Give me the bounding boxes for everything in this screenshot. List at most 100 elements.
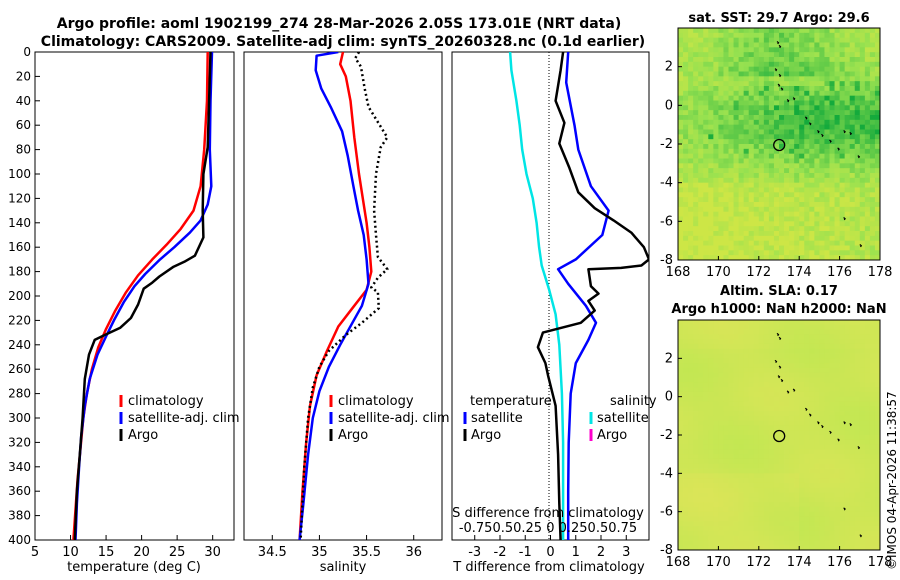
heatmap-cell	[864, 435, 871, 441]
heatmap-cell	[753, 90, 760, 97]
heatmap-cell	[829, 100, 835, 106]
heatmap-cell	[874, 110, 880, 116]
heatmap-cell	[733, 473, 739, 479]
heatmap-cell	[819, 52, 825, 58]
heatmap-cell	[703, 497, 709, 503]
heatmap-cell	[819, 521, 825, 527]
heatmap-cell	[824, 221, 830, 227]
heatmap-cell	[703, 334, 709, 340]
heatmap-cell	[728, 255, 734, 260]
heatmap-cell	[794, 148, 800, 155]
heatmap-cell	[713, 81, 719, 87]
heatmap-cell	[824, 105, 830, 111]
heatmap-cell	[683, 329, 689, 335]
heatmap-cell	[693, 506, 699, 513]
heatmap-cell	[713, 540, 719, 546]
heatmap-cell	[718, 511, 724, 517]
heatmap-cell	[728, 454, 734, 460]
heatmap-cell	[763, 226, 770, 232]
heatmap-cell	[753, 100, 760, 106]
heatmap-cell	[683, 168, 689, 174]
heatmap-cell	[718, 353, 724, 359]
heatmap-cell	[854, 478, 861, 484]
heatmap-cell	[849, 367, 856, 374]
heatmap-cell	[763, 473, 770, 479]
heatmap-cell	[718, 487, 724, 493]
heatmap-cell	[738, 177, 745, 184]
heatmap-cell	[849, 245, 856, 251]
heatmap-cell	[789, 255, 795, 260]
heatmap-cell	[728, 148, 734, 155]
heatmap-cell	[693, 86, 699, 92]
heatmap-cell	[703, 124, 709, 130]
heatmap-cell	[829, 32, 835, 39]
heatmap-cell	[768, 221, 775, 227]
heatmap-cell	[844, 129, 851, 135]
heatmap-cell	[678, 231, 684, 237]
heatmap-cell	[758, 391, 765, 398]
heatmap-cell	[763, 250, 770, 256]
heatmap-cell	[794, 32, 800, 39]
heatmap-cell	[789, 420, 795, 426]
heatmap-cell	[763, 110, 770, 116]
heatmap-cell	[784, 449, 790, 455]
heatmap-cell	[824, 153, 830, 159]
heatmap-cell	[869, 439, 876, 445]
heatmap-cell	[854, 245, 861, 251]
heatmap-cell	[829, 343, 835, 350]
heatmap-cell	[698, 168, 704, 174]
heatmap-cell	[728, 449, 734, 455]
heatmap-cell	[733, 406, 739, 412]
heatmap-cell	[874, 32, 880, 39]
heatmap-cell	[683, 158, 689, 164]
heatmap-cell	[708, 95, 714, 101]
difference-x-label: T difference from climatology	[452, 560, 645, 575]
heatmap-cell	[698, 81, 704, 87]
y-tick-label: 220	[8, 313, 31, 327]
heatmap-cell	[773, 177, 780, 184]
heatmap-cell	[794, 411, 800, 417]
heatmap-cell	[723, 372, 729, 378]
heatmap-cell	[809, 148, 815, 155]
heatmap-cell	[804, 57, 810, 63]
heatmap-cell	[713, 226, 719, 232]
heatmap-cell	[733, 119, 739, 126]
heatmap-cell	[753, 521, 760, 527]
heatmap-cell	[703, 42, 709, 48]
heatmap-cell	[748, 353, 755, 359]
heatmap-cell	[829, 163, 835, 169]
heatmap-cell	[748, 377, 755, 383]
heatmap-cell	[849, 320, 856, 326]
heatmap-cell	[854, 444, 861, 450]
heatmap-cell	[753, 492, 760, 498]
heatmap-cell	[743, 197, 750, 203]
heatmap-cell	[693, 182, 699, 188]
heatmap-cell	[683, 173, 689, 179]
heatmap-cell	[849, 391, 856, 398]
heatmap-cell	[874, 115, 880, 121]
heatmap-cell	[814, 473, 820, 479]
heatmap-cell	[779, 506, 785, 513]
heatmap-cell	[804, 382, 810, 388]
heatmap-cell	[733, 76, 739, 82]
heatmap-cell	[738, 511, 745, 517]
heatmap-cell	[844, 458, 851, 465]
heatmap-cell	[849, 468, 856, 474]
heatmap-cell	[743, 521, 750, 527]
heatmap-cell	[708, 231, 714, 237]
heatmap-cell	[854, 148, 861, 155]
heatmap-cell	[708, 401, 714, 407]
heatmap-cell	[829, 216, 835, 222]
heatmap-cell	[874, 415, 880, 422]
heatmap-cell	[814, 391, 820, 398]
heatmap-cell	[718, 401, 724, 407]
heatmap-cell	[849, 144, 856, 150]
heatmap-cell	[809, 363, 815, 369]
heatmap-cell	[708, 32, 714, 39]
heatmap-cell	[844, 367, 851, 374]
heatmap-cell	[824, 343, 830, 350]
heatmap-cell	[698, 401, 704, 407]
heatmap-cell	[849, 502, 856, 508]
heatmap-cell	[713, 95, 719, 101]
heatmap-cell	[708, 411, 714, 417]
